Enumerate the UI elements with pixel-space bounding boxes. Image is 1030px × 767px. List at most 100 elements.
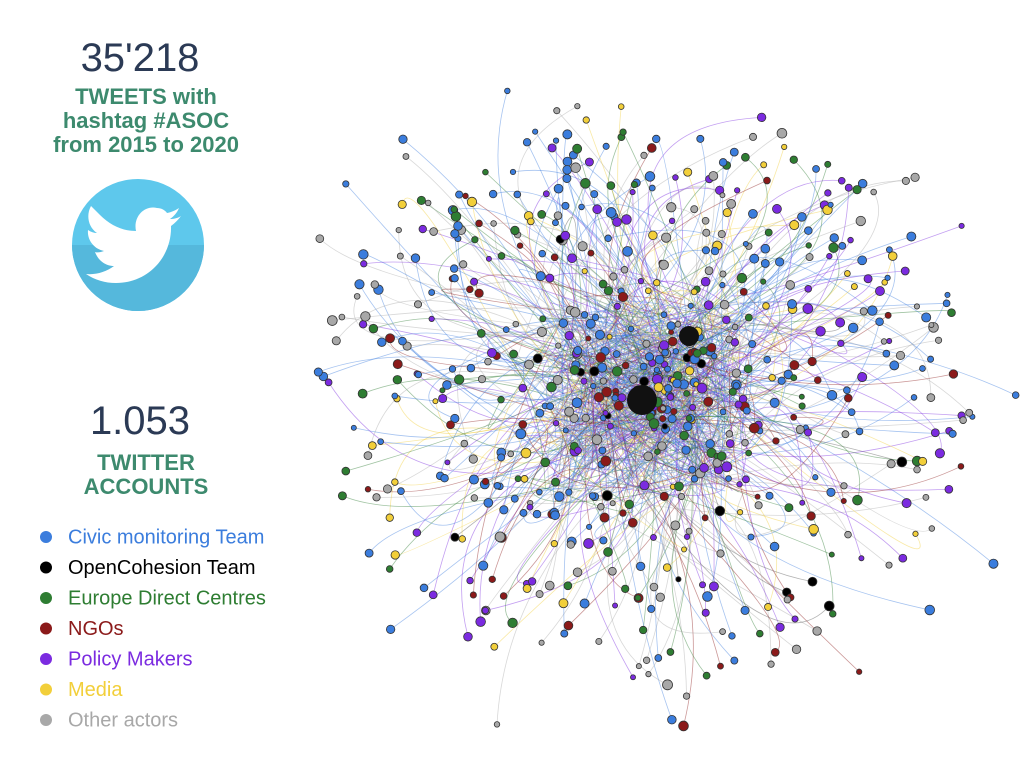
node <box>466 196 478 207</box>
edge <box>665 396 712 430</box>
node <box>608 566 617 576</box>
edge <box>655 439 711 659</box>
edge <box>454 277 616 488</box>
node <box>875 317 884 326</box>
node <box>364 548 374 558</box>
edge <box>461 431 664 539</box>
node <box>600 455 612 467</box>
edge <box>523 395 697 524</box>
node <box>928 322 935 328</box>
node <box>812 165 820 173</box>
edge <box>628 293 682 354</box>
edge <box>345 183 596 452</box>
node <box>736 481 743 488</box>
stat-label: ACCOUNTS <box>84 474 209 499</box>
edge <box>407 344 623 396</box>
node <box>748 422 760 434</box>
edge <box>579 326 678 377</box>
node <box>607 422 614 430</box>
node <box>926 393 936 402</box>
edge <box>622 224 795 365</box>
node <box>906 231 917 242</box>
node <box>416 195 426 206</box>
edge <box>389 397 721 570</box>
node <box>827 201 834 208</box>
edge <box>396 351 683 434</box>
node <box>829 610 837 618</box>
edge <box>522 424 730 489</box>
edge <box>434 401 697 464</box>
edge <box>599 335 923 383</box>
edge <box>734 463 892 537</box>
node <box>805 253 814 262</box>
edge <box>705 183 863 375</box>
node <box>769 541 780 552</box>
edge <box>590 493 927 516</box>
node <box>685 527 693 535</box>
node <box>777 376 786 385</box>
edge <box>595 423 659 462</box>
node <box>856 668 863 675</box>
node <box>702 591 713 602</box>
node <box>769 397 780 408</box>
node <box>499 505 509 515</box>
node <box>630 430 637 437</box>
edge <box>567 187 653 445</box>
node <box>828 242 839 253</box>
edge <box>563 344 737 426</box>
edge <box>622 131 732 433</box>
edge <box>653 363 735 661</box>
node <box>742 240 749 247</box>
node <box>609 272 618 281</box>
edge <box>510 436 574 455</box>
node <box>547 143 557 153</box>
legend-dot <box>40 561 52 574</box>
edge <box>374 284 706 339</box>
edge <box>636 296 814 530</box>
edge <box>563 338 962 494</box>
edge <box>706 362 746 444</box>
node <box>736 509 744 516</box>
edge <box>660 347 933 532</box>
node <box>798 393 805 400</box>
edge <box>695 208 792 419</box>
edge <box>500 416 673 485</box>
node <box>795 425 805 434</box>
node <box>648 418 660 429</box>
edge <box>595 175 715 313</box>
edge <box>713 331 725 482</box>
node <box>640 151 648 159</box>
node <box>468 454 478 464</box>
node <box>565 488 573 496</box>
edge <box>648 480 780 653</box>
node <box>666 648 675 656</box>
node <box>602 142 610 150</box>
node <box>509 349 518 359</box>
node <box>350 424 357 431</box>
edge <box>606 482 832 555</box>
node <box>725 430 734 438</box>
node <box>537 210 547 219</box>
node <box>552 219 559 227</box>
node <box>514 475 522 483</box>
node <box>731 368 741 378</box>
node <box>918 456 928 466</box>
edge <box>714 164 829 311</box>
edge <box>546 193 677 472</box>
edge <box>600 353 625 381</box>
node <box>919 365 926 372</box>
edge <box>457 238 571 365</box>
node <box>438 393 448 404</box>
node <box>497 252 506 260</box>
edge <box>709 342 895 366</box>
legend-label: NGOs <box>68 618 124 640</box>
node <box>988 558 999 569</box>
node <box>721 461 733 473</box>
node <box>502 326 510 333</box>
edge <box>520 433 687 497</box>
node <box>588 492 597 500</box>
edge <box>698 453 746 611</box>
edge <box>503 408 570 597</box>
node <box>807 576 818 587</box>
edge <box>534 188 695 326</box>
